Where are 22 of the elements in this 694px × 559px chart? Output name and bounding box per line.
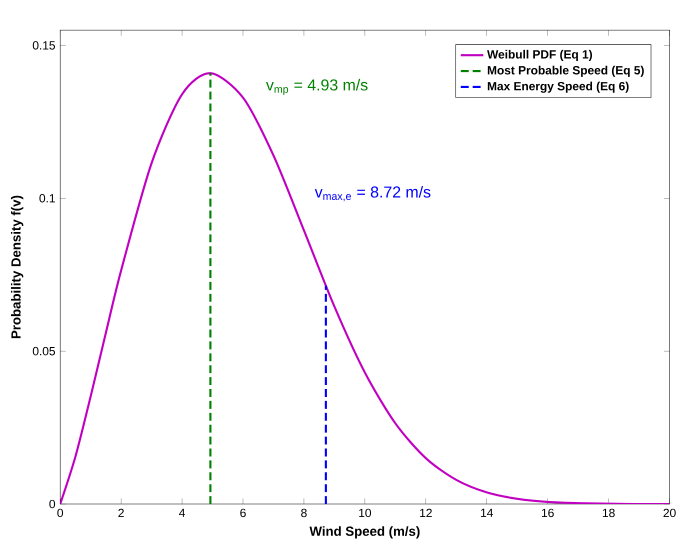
y-axis-title: Probability Density f(v) bbox=[10, 196, 24, 338]
x-tick-label: 18 bbox=[602, 508, 615, 518]
x-tick-label: 10 bbox=[359, 508, 372, 518]
legend-label: Weibull PDF (Eq 1) bbox=[487, 50, 592, 62]
x-tick-label: 6 bbox=[240, 508, 246, 518]
legend-label: Max Energy Speed (Eq 6) bbox=[488, 82, 629, 93]
x-tick-label: 14 bbox=[481, 508, 494, 518]
x-tick-label: 12 bbox=[420, 508, 432, 518]
x-tick-label: 8 bbox=[301, 508, 307, 518]
x-tick-label: 20 bbox=[664, 508, 676, 518]
annotation: v$_{mp}$ = 4.93 m/s bbox=[266, 79, 368, 96]
x-tick-label: 4 bbox=[179, 508, 186, 518]
y-tick-label: 0.1 bbox=[39, 194, 55, 203]
y-tick-label: 0 bbox=[49, 500, 56, 508]
x-tick-label: 0 bbox=[57, 508, 64, 518]
x-axis-title: Wind Speed (m/s) bbox=[309, 526, 420, 539]
annotation: v$_{max,e}$ = 8.72 m/s bbox=[314, 186, 430, 202]
y-tick-label: 0.15 bbox=[32, 41, 56, 50]
y-tick-label: 0.05 bbox=[32, 347, 56, 356]
legend-label: Most Probable Speed (Eq 5) bbox=[488, 66, 644, 78]
x-tick-label: 16 bbox=[542, 508, 554, 518]
x-tick-label: 2 bbox=[118, 508, 124, 518]
